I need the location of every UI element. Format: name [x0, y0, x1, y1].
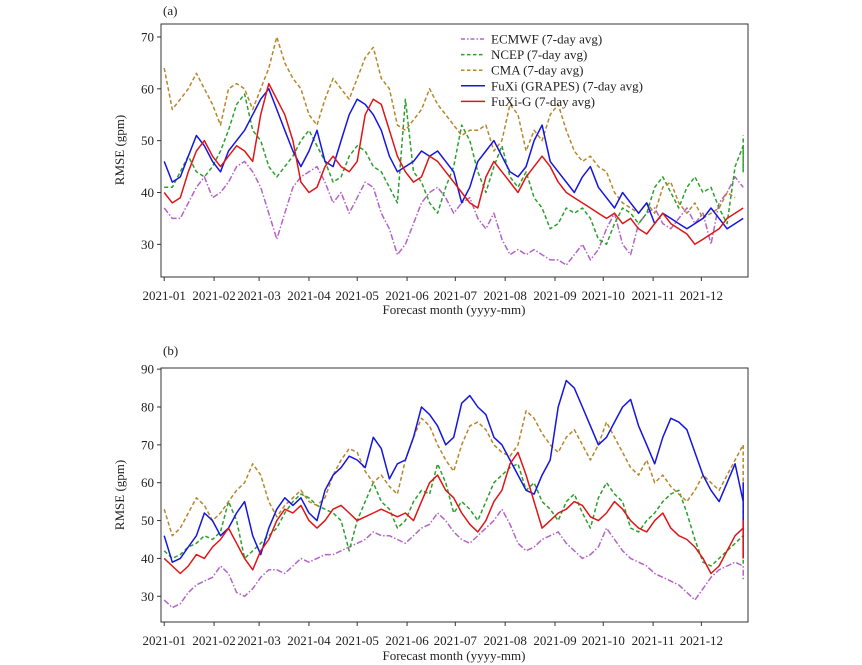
y-tick-label: 70 [141, 29, 154, 44]
y-tick-label: 70 [141, 437, 154, 452]
legend-label: CMA (7-day avg) [491, 63, 583, 78]
y-tick-label: 50 [141, 513, 154, 528]
panel-a-plot-area: 30 40 50 60 70 2021-01 2021-02 2021-03 2021-04 20… [141, 23, 749, 303]
y-tick-label: 60 [141, 475, 154, 490]
series-line-fuxi-g-7-day-avg [163, 82, 744, 246]
x-tick-label: 2021-06 [385, 633, 429, 648]
y-tick-label: 80 [141, 399, 154, 414]
panel-b-xlabel: Forecast month (yyyy-mm) [383, 648, 526, 663]
y-tick-label: 40 [141, 185, 154, 200]
series-line-ecmwf-7-day-avg [163, 160, 744, 266]
panel-a-series [163, 36, 744, 266]
panel-b-plot-area: 30 40 50 60 70 80 90 2021-01 2021-02 2021-03 2021-… [141, 362, 749, 648]
x-tick-label: 2021-04 [287, 633, 331, 648]
x-tick-label: 2021-11 [632, 633, 675, 648]
x-tick-label: 2021-04 [287, 288, 331, 303]
x-tick-label: 2021-02 [192, 633, 235, 648]
legend-label: FuXi (GRAPES) (7-day avg) [491, 78, 643, 93]
y-tick-label: 30 [141, 589, 154, 604]
x-tick-label: 2021-09 [533, 633, 576, 648]
x-tick-label: 2021-05 [336, 633, 379, 648]
x-tick-label: 2021-10 [582, 288, 625, 303]
panel-b-frame [160, 367, 749, 623]
y-tick-label: 50 [141, 133, 154, 148]
y-tick-label: 90 [141, 362, 154, 377]
legend-label: ECMWF (7-day avg) [491, 32, 602, 47]
series-line-fuxi-g-7-day-avg [163, 451, 744, 575]
series-line-ncep-7-day-avg [163, 463, 744, 567]
x-tick-label: 2021-11 [632, 288, 675, 303]
legend-label: NCEP (7-day avg) [491, 47, 587, 62]
y-tick-label: 40 [141, 551, 154, 566]
x-tick-label: 2021-08 [483, 288, 526, 303]
x-tick-label: 2021-03 [237, 288, 280, 303]
x-tick-label: 2021-06 [385, 288, 429, 303]
series-line-cma-7-day-avg [163, 36, 736, 220]
x-tick-label: 2021-12 [680, 633, 723, 648]
x-tick-label: 2021-09 [533, 288, 576, 303]
series-line-fuxi-grapes-7-day-avg [163, 88, 744, 230]
x-tick-label: 2021-02 [192, 288, 235, 303]
panel-a-xlabel: Forecast month (yyyy-mm) [383, 302, 526, 317]
series-line-ecmwf-7-day-avg [163, 508, 744, 609]
panel-a-ylabel: RMSE (gpm) [112, 115, 127, 185]
y-tick-label: 30 [141, 237, 154, 252]
panel-a: (a) 30 40 50 60 70 2021-01 2021-02 2021-03 2021-… [112, 3, 749, 317]
panel-a-label: (a) [163, 3, 177, 18]
panel-a-legend: ECMWF (7-day avg)NCEP (7-day avg)CMA (7-… [461, 32, 643, 109]
x-tick-label: 2021-07 [434, 288, 478, 303]
x-tick-label: 2021-10 [582, 633, 625, 648]
x-tick-label: 2021-01 [143, 633, 186, 648]
y-tick-label: 60 [141, 81, 154, 96]
panel-b-ylabel: RMSE (gpm) [112, 460, 127, 530]
x-tick-label: 2021-08 [483, 633, 526, 648]
x-tick-label: 2021-01 [143, 288, 186, 303]
x-tick-label: 2021-07 [434, 633, 478, 648]
panel-b-label: (b) [163, 343, 178, 358]
panel-b-series [163, 379, 744, 609]
series-line-fuxi-grapes-7-day-avg [163, 379, 744, 563]
series-line-cma-7-day-avg [163, 410, 744, 537]
x-tick-label: 2021-03 [237, 633, 280, 648]
x-tick-label: 2021-12 [680, 288, 723, 303]
panel-b: (b) 30 40 50 60 70 80 90 2021-01 2021-02 2021-03 2… [112, 343, 749, 663]
panel-a-frame [160, 23, 749, 278]
legend-label: FuXi-G (7-day avg) [491, 94, 595, 109]
x-tick-label: 2021-05 [336, 288, 379, 303]
